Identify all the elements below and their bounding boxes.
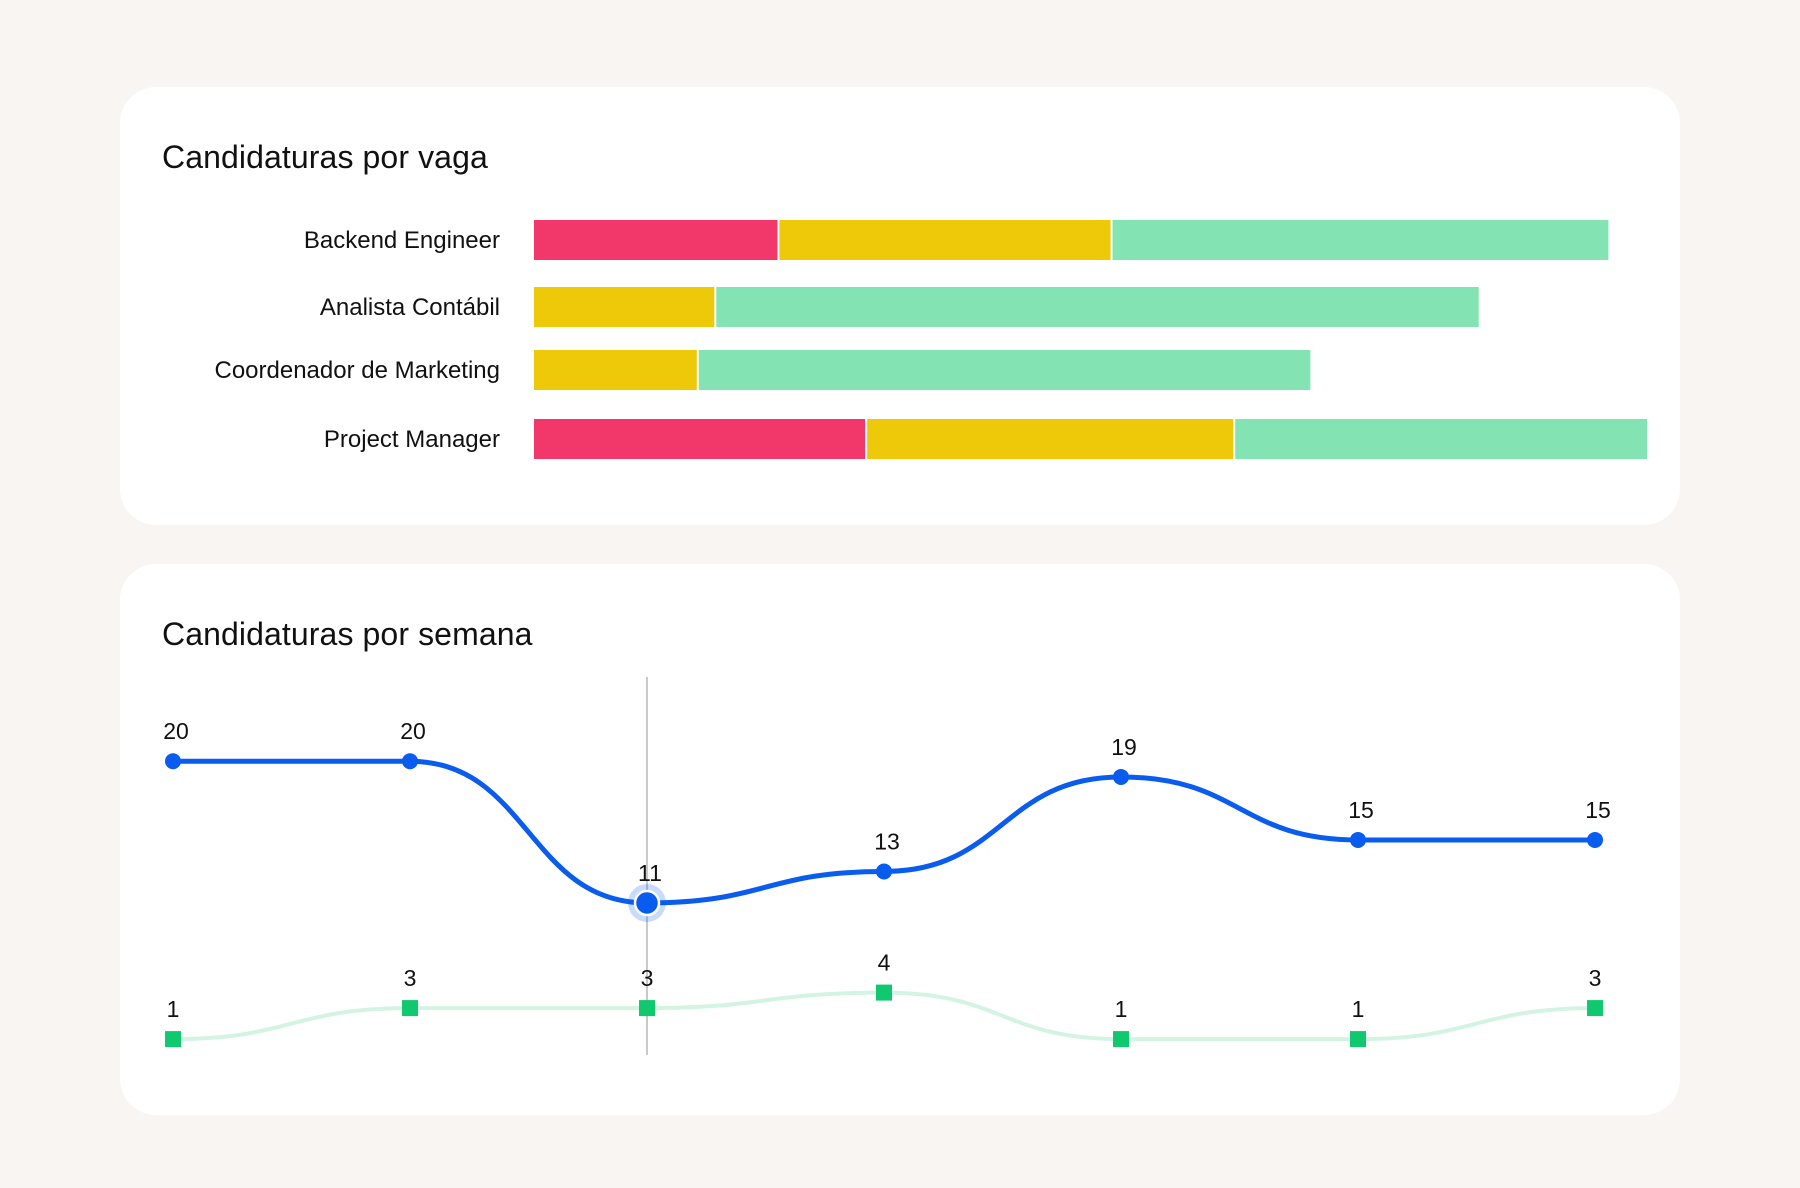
bar-segment-coordenador-de-marketing-1 bbox=[534, 350, 697, 390]
green-value-label-7: 3 bbox=[1589, 965, 1602, 991]
bar-label-backend-engineer: Backend Engineer bbox=[304, 227, 500, 254]
bar-segment-project-manager-2 bbox=[1235, 419, 1647, 459]
green-marker-1 bbox=[165, 1031, 181, 1047]
green-marker-2 bbox=[402, 1000, 418, 1016]
bar-label-project-manager: Project Manager bbox=[324, 426, 500, 453]
green-marker-5 bbox=[1113, 1031, 1129, 1047]
card-candidaturas-por-semana: Candidaturas por semana 1 3 3 4 1 1 3 20 20 11 13 1… bbox=[120, 564, 1680, 1115]
blue-value-label-7: 15 bbox=[1585, 797, 1611, 823]
blue-marker-7 bbox=[1587, 832, 1603, 848]
green-marker-6 bbox=[1350, 1031, 1366, 1047]
bar-segment-analista-contabil-1 bbox=[534, 287, 714, 327]
bar-segment-project-manager-0 bbox=[534, 419, 865, 459]
bar-label-coordenador-de-marketing: Coordenador de Marketing bbox=[214, 357, 500, 384]
green-value-label-4: 4 bbox=[878, 950, 891, 976]
green-marker-4 bbox=[876, 985, 892, 1001]
green-value-label-3: 3 bbox=[641, 965, 654, 991]
bar-segment-coordenador-de-marketing-2 bbox=[699, 350, 1311, 390]
card-candidaturas-por-vaga: Candidaturas por vaga Backend Engineer An… bbox=[120, 87, 1680, 525]
bar-segment-analista-contabil-2 bbox=[716, 287, 1478, 327]
blue-value-label-3: 11 bbox=[638, 860, 662, 886]
blue-marker-2 bbox=[402, 753, 418, 769]
blue-marker-1 bbox=[165, 753, 181, 769]
bar-label-analista-contabil: Analista Contábil bbox=[320, 294, 500, 321]
green-marker-7 bbox=[1587, 1000, 1603, 1016]
blue-marker-4 bbox=[876, 863, 892, 879]
green-value-label-5: 1 bbox=[1115, 996, 1128, 1022]
bar-segment-project-manager-1 bbox=[867, 419, 1233, 459]
blue-value-label-2: 20 bbox=[400, 718, 426, 744]
blue-value-label-5: 19 bbox=[1111, 734, 1137, 760]
blue-value-label-6: 15 bbox=[1348, 797, 1374, 823]
green-value-label-2: 3 bbox=[404, 965, 417, 991]
blue-marker-5 bbox=[1113, 769, 1129, 785]
bar-segment-backend-engineer-2 bbox=[1113, 220, 1609, 260]
blue-value-label-1: 20 bbox=[163, 718, 189, 744]
stacked-bar-chart: Backend Engineer Analista Contábil Coorden… bbox=[120, 87, 1680, 525]
bar-segment-backend-engineer-1 bbox=[779, 220, 1110, 260]
blue-marker-6 bbox=[1350, 832, 1366, 848]
green-marker-3 bbox=[639, 1000, 655, 1016]
blue-marker-3-highlighted bbox=[635, 891, 659, 915]
blue-value-label-4: 13 bbox=[874, 828, 900, 854]
green-value-label-1: 1 bbox=[167, 996, 180, 1022]
green-value-label-6: 1 bbox=[1352, 996, 1365, 1022]
bar-segment-backend-engineer-0 bbox=[534, 220, 777, 260]
